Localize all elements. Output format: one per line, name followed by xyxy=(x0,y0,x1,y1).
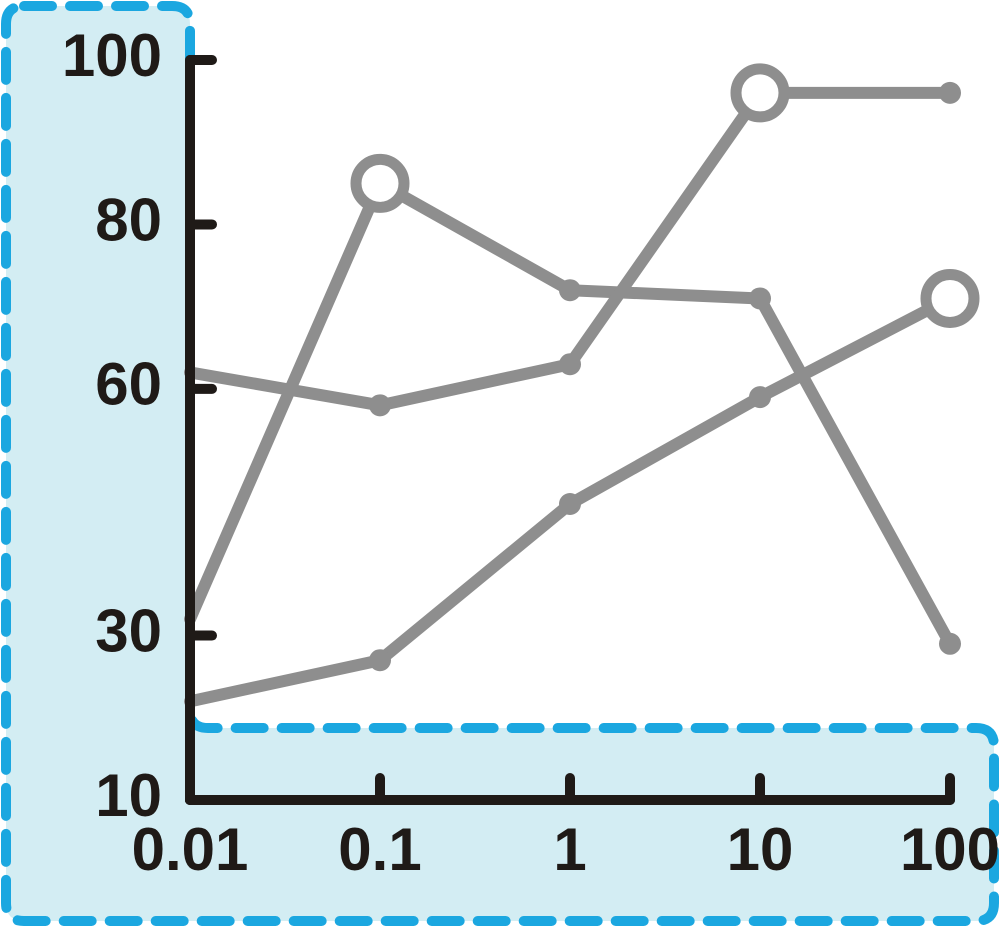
series-group xyxy=(190,69,974,701)
x-tick-label: 100 xyxy=(900,816,1000,883)
series-b-marker xyxy=(736,69,784,117)
series-a-marker xyxy=(559,279,581,301)
series-c-marker xyxy=(559,493,581,515)
y-tick-label: 10 xyxy=(95,762,162,829)
y-tick-label: 100 xyxy=(62,22,162,89)
x-tick-label: 1 xyxy=(553,816,586,883)
line-chart: 0.010.111010010306080100 xyxy=(0,0,1000,927)
series-a xyxy=(190,159,961,654)
series-c-marker xyxy=(369,649,391,671)
series-a-marker xyxy=(939,633,961,655)
series-a-marker xyxy=(356,159,404,207)
series-c-marker xyxy=(749,386,771,408)
series-b-marker xyxy=(369,394,391,416)
y-tick-label: 30 xyxy=(95,597,162,664)
y-tick-label: 60 xyxy=(95,351,162,418)
series-b-marker xyxy=(559,353,581,375)
y-tick-label: 80 xyxy=(95,186,162,253)
series-a-marker xyxy=(749,287,771,309)
series-a-line xyxy=(190,183,950,643)
x-tick-label: 10 xyxy=(727,816,794,883)
series-b-marker xyxy=(939,82,961,104)
series-c-marker xyxy=(926,274,974,322)
x-tick-label: 0.1 xyxy=(338,816,421,883)
